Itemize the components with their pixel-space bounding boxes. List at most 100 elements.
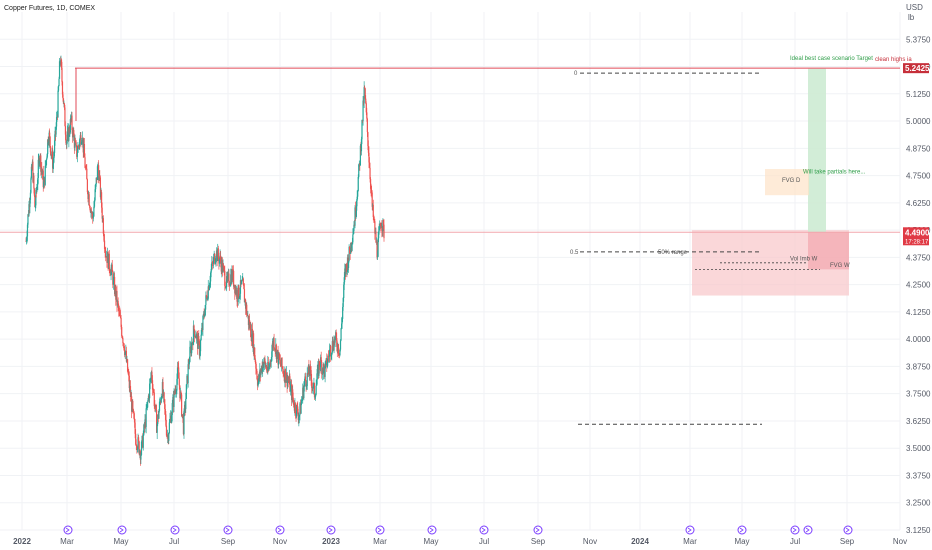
candle [185, 384, 187, 400]
candle-body [199, 340, 202, 352]
candle-body [110, 269, 112, 276]
candle-body [85, 167, 87, 169]
fvg-daily-zone [765, 169, 809, 196]
candle-body [349, 246, 351, 253]
candle-body [278, 352, 280, 360]
y-tick-label: 3.1250 [906, 526, 931, 535]
event-arrow [792, 527, 797, 533]
candle-body [321, 361, 323, 375]
candle [365, 95, 367, 105]
unit-label[interactable]: lb [908, 13, 915, 22]
candle-body [129, 385, 132, 397]
candle-body [315, 385, 317, 395]
candle-body [195, 334, 198, 339]
candle-body [46, 154, 48, 159]
candle [66, 139, 68, 149]
chart-grid [0, 12, 901, 531]
candle [136, 444, 138, 454]
candle-body [25, 239, 28, 242]
candle-body [146, 408, 148, 409]
candle-body [43, 181, 45, 188]
candle [74, 134, 76, 151]
candle [80, 137, 83, 146]
event-icon [427, 525, 437, 535]
candle [282, 366, 284, 378]
candle-body [117, 301, 119, 306]
price-axis[interactable]: 5.37505.25005.12505.00004.87504.75004.62… [903, 35, 931, 535]
candle [276, 351, 278, 363]
candle-body [281, 357, 283, 368]
candle-body [225, 276, 228, 288]
candle [47, 136, 49, 146]
event-arrow [328, 527, 333, 533]
candle-body [354, 207, 356, 226]
candle-body [54, 130, 56, 141]
candle-body [223, 267, 225, 271]
candle-body [30, 178, 32, 193]
candle [27, 213, 29, 228]
candles [25, 55, 385, 466]
event-icon [223, 525, 233, 535]
candle [333, 335, 335, 354]
y-tick-label: 3.6250 [906, 417, 931, 426]
candle-body [109, 269, 111, 274]
candle [153, 389, 155, 409]
candle-body [114, 276, 116, 295]
candle [160, 393, 162, 404]
candle-body [303, 381, 306, 387]
candle [312, 382, 314, 395]
candle [351, 242, 353, 252]
event-circle [275, 525, 285, 535]
candle-body [370, 188, 372, 190]
y-tick-label: 4.8750 [906, 144, 931, 153]
candle-body [181, 394, 183, 417]
candle-body [228, 273, 230, 286]
candle-body [169, 419, 171, 423]
candle-body [171, 403, 173, 416]
target-badge-bg [903, 63, 929, 74]
x-tick-label: Sep [840, 537, 855, 546]
candle-body [292, 389, 294, 398]
candle-body [383, 224, 385, 239]
candle [363, 81, 365, 109]
event-icon [479, 525, 489, 535]
candle [124, 351, 126, 360]
candle-body [127, 371, 129, 374]
event-markers[interactable] [63, 525, 853, 535]
candle-body [271, 343, 273, 352]
candle-body [313, 383, 316, 398]
candle-body [285, 380, 287, 383]
candle-body [30, 166, 33, 179]
candle-body [71, 115, 73, 131]
x-tick-label: Nov [893, 537, 907, 546]
candle-body [194, 329, 196, 337]
candle [34, 195, 36, 208]
event-icon [170, 525, 180, 535]
candle [118, 303, 120, 317]
candle-body [142, 434, 144, 448]
candle [57, 86, 59, 118]
candle-body [324, 365, 326, 377]
event-arrow [481, 527, 486, 533]
candle-body [264, 362, 267, 368]
candle [337, 343, 339, 357]
candle-body [79, 139, 81, 147]
candle [287, 374, 289, 389]
candle [30, 176, 32, 194]
event-arrow [687, 527, 692, 533]
candle [55, 112, 58, 130]
candle [289, 381, 292, 396]
candle-body [162, 382, 164, 396]
candle-body [25, 241, 27, 242]
candle-body [309, 366, 312, 371]
candle-body [316, 369, 318, 380]
candle [210, 271, 212, 288]
candle [340, 327, 342, 342]
currency-label[interactable]: USD [906, 3, 923, 12]
candle [197, 332, 199, 350]
candle-body [134, 422, 136, 434]
time-axis[interactable]: 2022 Mar May Jul Sep Nov 2023 Mar May Jul Sep Nov 20… [13, 537, 907, 546]
candle-body [53, 158, 55, 164]
candle-body [270, 360, 272, 362]
